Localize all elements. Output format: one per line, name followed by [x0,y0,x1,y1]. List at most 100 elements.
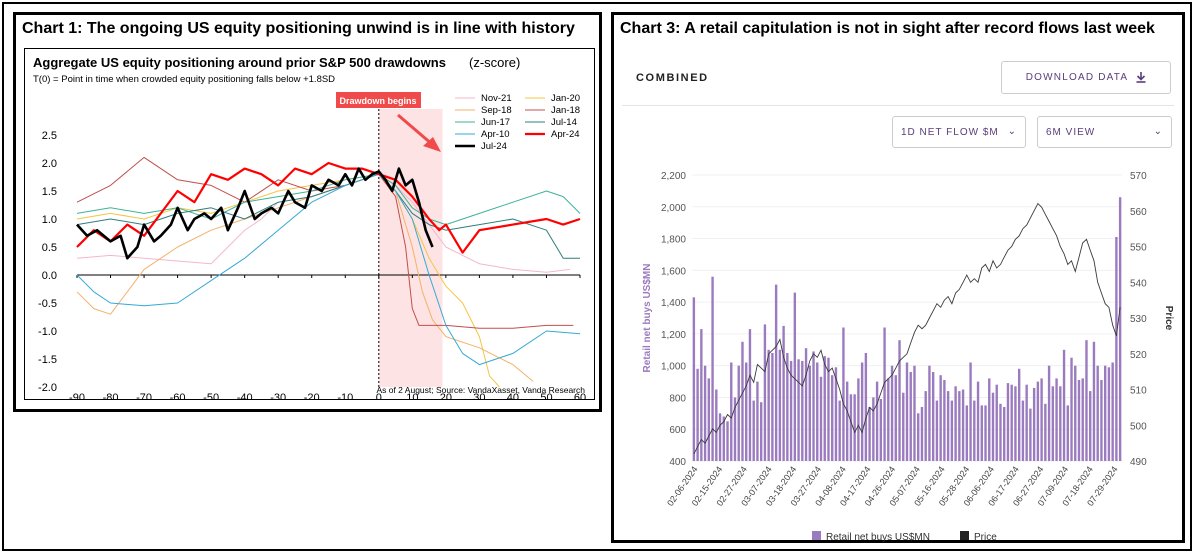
bar [935,400,939,461]
bar [988,378,991,461]
bar [1081,378,1084,461]
bar [860,362,864,461]
bar [976,381,980,461]
bar [778,349,782,461]
chart3-svg: 400 600 800 1,000 1,200 1,400 1,600 1,800 2,000 2… [642,171,1174,543]
flow-type-select[interactable]: 1D NET FLOW $M ⌄ [892,116,1026,148]
bar [1103,365,1107,461]
bar [804,348,808,461]
bar [827,357,830,461]
download-data-button[interactable]: DOWNLOAD DATA [1001,61,1171,94]
bar [898,340,901,461]
bar [1107,367,1111,461]
legend-label-jul-24: Jul-24 [481,141,507,152]
bar [718,413,722,461]
y-tick-label: 1,000 [661,362,686,373]
bar [857,378,860,461]
bar [1017,368,1021,461]
bar [1021,400,1025,461]
x-tick-label: -30 [270,392,286,399]
bar [1051,386,1055,461]
bar [969,362,972,461]
panel-divider [622,105,1174,106]
bar [965,405,969,461]
bar [823,356,826,461]
bar [958,391,961,461]
bar [1044,403,1047,461]
bar [883,327,886,461]
bar [726,421,729,461]
y-right-axis-title: Price [1163,306,1174,331]
chart1-frame: Aggregate US equity positioning around p… [24,48,595,404]
series-line-jul-24 [76,167,434,260]
y-tick-label: -1.0 [38,326,57,338]
bar [831,375,834,461]
legend-label-retail: Retail net buys US$MN [826,532,930,543]
x-tick-label: -10 [337,392,353,399]
y-tick-label: 2,000 [661,203,686,214]
series-line-apr-24 [76,161,581,254]
y-axis-title: Retail net buys US$MN [642,264,653,373]
chart3-panel: Chart 3: A retail capitulation is not in… [611,12,1185,543]
bar [737,365,740,461]
bar [703,365,707,461]
y-tick-label: 600 [669,425,686,436]
bar [973,400,976,461]
bar [771,353,774,461]
view-range-select[interactable]: 6M VIEW ⌄ [1037,116,1172,148]
y-tick-label: 2,200 [661,171,686,182]
y-tick-label: -0.5 [38,298,57,310]
bar [763,324,767,461]
bar [920,407,924,461]
bar [1118,197,1122,461]
bar [984,405,987,461]
bar [1003,407,1006,461]
bar [1055,378,1058,461]
bar [1074,365,1077,461]
x-tick-label: -80 [103,392,119,399]
price-line [693,202,1121,455]
bar [767,349,770,461]
bar [759,402,763,461]
bar [879,399,883,461]
x-tick-label: 0 [376,392,382,399]
bar [939,375,942,461]
bar [834,367,838,461]
bar [868,407,871,461]
y-tick-label: 0.0 [42,270,57,282]
drawdown-arrow-head [423,137,441,152]
bar [905,362,909,461]
y-right-tick-label: 550 [1130,243,1147,254]
y-right-tick-label: 570 [1130,171,1147,182]
bar [1040,378,1043,461]
x-tick-label: -60 [170,392,186,399]
bar [1029,408,1032,461]
y-tick-label: 1.5 [42,186,57,198]
y-right-tick-label: 560 [1130,207,1147,218]
drawdown-label: Drawdown begins [339,96,416,106]
bar [819,376,823,461]
x-tick-label: -40 [237,392,253,399]
y-right-tick-label: 500 [1130,421,1147,432]
view-range-select-value: 6M VIEW [1046,126,1096,138]
bar [991,392,995,461]
bar [1025,384,1028,461]
bar [745,362,748,461]
bar [943,380,946,461]
legend-label-jun-17: Jun-17 [481,117,510,128]
bar [928,365,931,461]
bar [1006,383,1010,461]
download-icon [1136,72,1146,83]
bar [950,400,954,461]
chevron-down-icon: ⌄ [1153,126,1163,137]
legend-label-apr-24: Apr-24 [551,129,580,140]
bar [931,372,935,461]
chart3-panel-title: Chart 3: A retail capitulation is not in… [620,20,1155,37]
legend-label-jan-20: Jan-20 [551,93,580,104]
bar [752,400,755,461]
combined-label: COMBINED [636,72,709,84]
y-tick-label: 400 [669,457,686,468]
y-right-tick-label: 510 [1130,386,1147,397]
y-right-tick-label: 540 [1130,278,1147,289]
